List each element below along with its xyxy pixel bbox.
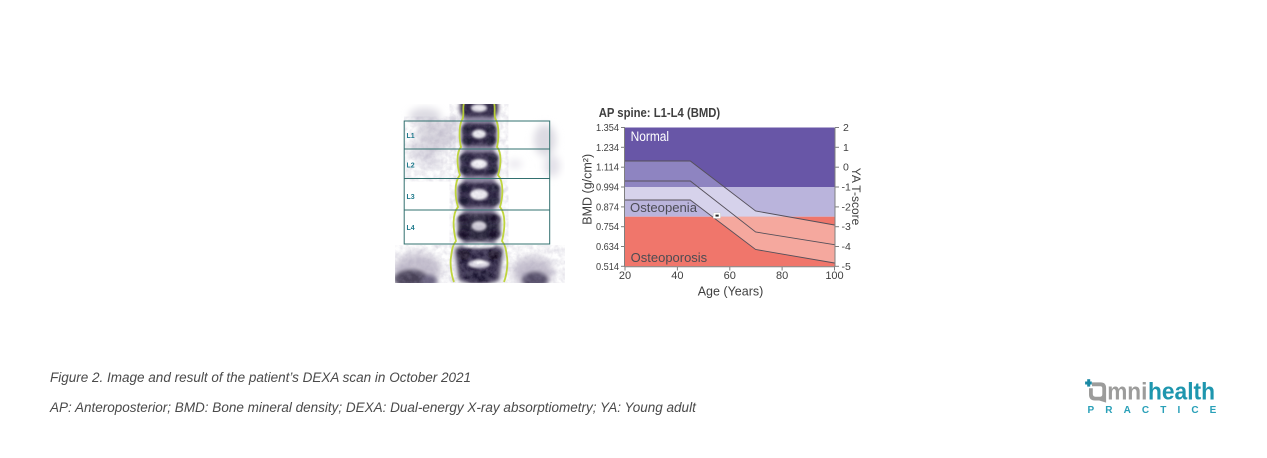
svg-text:-2: -2 (842, 201, 851, 213)
svg-text:PRACTICE: PRACTICE (1088, 405, 1228, 416)
svg-text:Normal: Normal (631, 129, 670, 144)
svg-text:-4: -4 (842, 241, 851, 253)
svg-text:0: 0 (843, 162, 849, 174)
svg-text:80: 80 (776, 270, 788, 282)
svg-text:-3: -3 (842, 221, 851, 233)
svg-text:YA T-score: YA T-score (849, 168, 863, 226)
svg-text:Osteopenia: Osteopenia (630, 201, 697, 215)
svg-text:mni: mni (1107, 379, 1147, 406)
svg-text:100: 100 (825, 270, 843, 282)
svg-text:60: 60 (724, 270, 736, 282)
svg-text:L1: L1 (407, 133, 415, 140)
svg-text:0.994: 0.994 (596, 182, 619, 194)
svg-text:L2: L2 (407, 163, 415, 170)
svg-text:20: 20 (619, 270, 631, 282)
svg-text:40: 40 (671, 270, 683, 282)
svg-text:Age (Years): Age (Years) (698, 285, 764, 299)
svg-text:-5: -5 (842, 261, 851, 273)
svg-text:2: 2 (843, 122, 849, 134)
svg-text:1: 1 (843, 142, 849, 154)
svg-text:1.354: 1.354 (596, 122, 619, 134)
svg-text:1.114: 1.114 (596, 162, 619, 174)
svg-text:AP spine: L1-L4 (BMD): AP spine: L1-L4 (BMD) (599, 105, 721, 120)
svg-text:health: health (1148, 379, 1215, 406)
svg-text:0.874: 0.874 (596, 201, 619, 213)
svg-text:L4: L4 (407, 225, 415, 232)
svg-text:Osteoporosis: Osteoporosis (631, 251, 708, 265)
svg-text:L3: L3 (407, 194, 415, 201)
svg-text:-1: -1 (842, 182, 851, 194)
svg-text:BMD (g/cm²): BMD (g/cm²) (581, 154, 595, 225)
svg-text:0.514: 0.514 (596, 261, 619, 273)
svg-text:1.234: 1.234 (596, 142, 619, 154)
svg-text:0.754: 0.754 (596, 221, 619, 233)
svg-text:0.634: 0.634 (596, 241, 619, 253)
